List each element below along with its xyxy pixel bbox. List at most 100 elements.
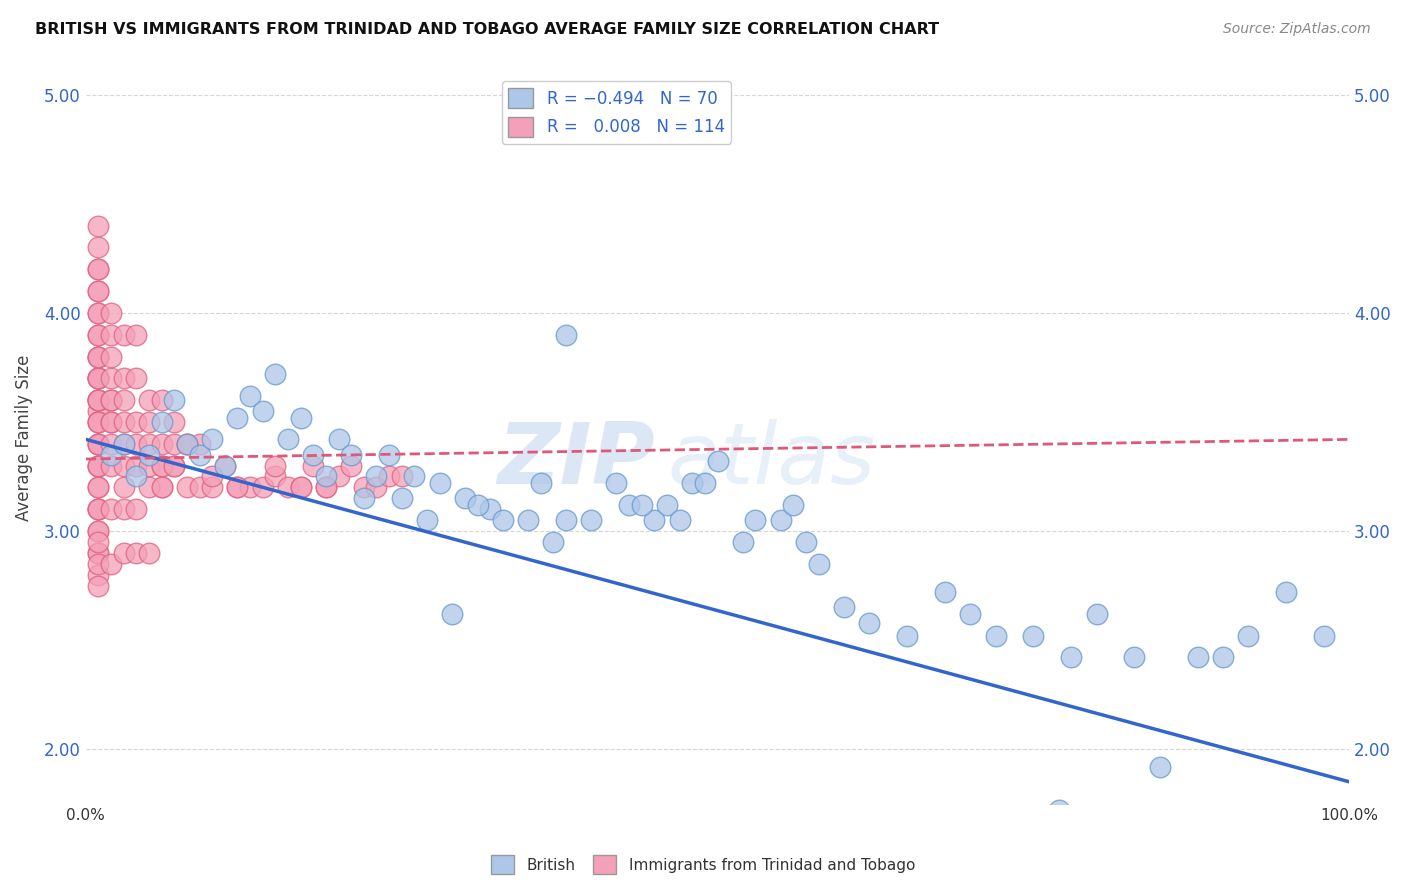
Point: [87, 393, 110, 408]
Point: [617, 498, 640, 512]
Point: [176, 480, 198, 494]
Point: [87, 371, 110, 385]
Point: [794, 535, 817, 549]
Point: [87, 436, 110, 450]
Point: [429, 475, 451, 490]
Point: [1123, 650, 1146, 665]
Point: [100, 371, 122, 385]
Point: [150, 393, 173, 408]
Text: BRITISH VS IMMIGRANTS FROM TRINIDAD AND TOBAGO AVERAGE FAMILY SIZE CORRELATION C: BRITISH VS IMMIGRANTS FROM TRINIDAD AND …: [35, 22, 939, 37]
Point: [87, 350, 110, 364]
Point: [125, 469, 148, 483]
Point: [176, 436, 198, 450]
Point: [87, 546, 110, 560]
Point: [441, 607, 464, 621]
Point: [1313, 629, 1336, 643]
Point: [467, 498, 489, 512]
Point: [391, 469, 413, 483]
Point: [87, 535, 110, 549]
Point: [112, 393, 135, 408]
Point: [378, 469, 401, 483]
Point: [87, 524, 110, 538]
Point: [934, 585, 956, 599]
Point: [87, 350, 110, 364]
Point: [87, 415, 110, 429]
Point: [112, 327, 135, 342]
Point: [87, 458, 110, 473]
Point: [87, 262, 110, 277]
Point: [87, 415, 110, 429]
Point: [87, 284, 110, 298]
Point: [290, 480, 312, 494]
Point: [188, 448, 211, 462]
Point: [1085, 607, 1108, 621]
Point: [264, 367, 287, 381]
Point: [290, 480, 312, 494]
Point: [555, 327, 578, 342]
Point: [239, 480, 262, 494]
Point: [87, 350, 110, 364]
Point: [176, 436, 198, 450]
Point: [366, 469, 388, 483]
Point: [302, 448, 325, 462]
Point: [391, 491, 413, 506]
Point: [832, 600, 855, 615]
Point: [226, 410, 249, 425]
Point: [112, 436, 135, 450]
Point: [100, 415, 122, 429]
Point: [404, 469, 426, 483]
Point: [100, 557, 122, 571]
Point: [782, 498, 804, 512]
Point: [226, 480, 249, 494]
Point: [87, 219, 110, 233]
Point: [1212, 650, 1234, 665]
Point: [87, 327, 110, 342]
Point: [138, 415, 160, 429]
Point: [315, 480, 337, 494]
Point: [87, 502, 110, 516]
Point: [378, 448, 401, 462]
Point: [366, 480, 388, 494]
Point: [150, 458, 173, 473]
Point: [87, 567, 110, 582]
Point: [681, 475, 703, 490]
Point: [214, 458, 236, 473]
Point: [100, 393, 122, 408]
Point: [112, 546, 135, 560]
Point: [87, 480, 110, 494]
Text: atlas: atlas: [666, 418, 875, 501]
Point: [1237, 629, 1260, 643]
Point: [87, 502, 110, 516]
Point: [87, 480, 110, 494]
Point: [150, 458, 173, 473]
Point: [340, 448, 363, 462]
Point: [1060, 650, 1083, 665]
Point: [125, 371, 148, 385]
Point: [543, 535, 565, 549]
Point: [87, 436, 110, 450]
Point: [87, 240, 110, 254]
Point: [87, 458, 110, 473]
Point: [112, 480, 135, 494]
Point: [100, 436, 122, 450]
Point: [87, 578, 110, 592]
Text: ZIP: ZIP: [496, 418, 654, 501]
Point: [769, 513, 792, 527]
Point: [201, 433, 224, 447]
Point: [87, 371, 110, 385]
Point: [112, 415, 135, 429]
Point: [87, 546, 110, 560]
Point: [87, 393, 110, 408]
Legend: R = −0.494   N = 70, R =   0.008   N = 114: R = −0.494 N = 70, R = 0.008 N = 114: [502, 81, 731, 144]
Point: [112, 371, 135, 385]
Point: [125, 436, 148, 450]
Point: [655, 498, 678, 512]
Point: [125, 502, 148, 516]
Point: [353, 491, 375, 506]
Point: [896, 629, 918, 643]
Point: [201, 469, 224, 483]
Point: [87, 415, 110, 429]
Point: [163, 393, 186, 408]
Point: [87, 393, 110, 408]
Point: [315, 469, 337, 483]
